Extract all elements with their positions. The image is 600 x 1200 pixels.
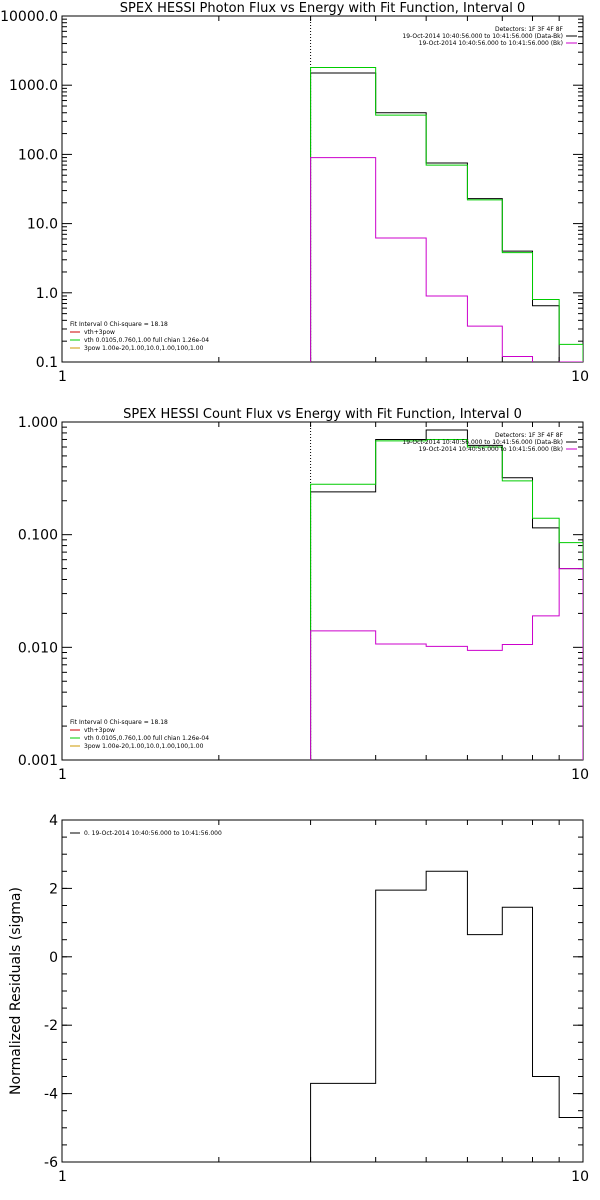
legend-text: vth+3pow	[84, 329, 115, 336]
x-tick-label: 1	[58, 1169, 67, 1185]
y-tick-label: 0.100	[18, 528, 58, 544]
legend-text: 19-Oct-2014 10:40:56.000 to 10:41:56.000…	[402, 33, 563, 40]
x-tick-label: 1	[58, 369, 67, 385]
chart-title: SPEX HESSI Photon Flux vs Energy with Fi…	[120, 1, 526, 16]
legend-text: vth 0.0105,0.760,1.00 full chian 1.26e-0…	[84, 735, 209, 742]
series-line-1	[310, 870, 583, 1162]
legend-top-left: 0. 19-Oct-2014 10:40:56.000 to 10:41:56.…	[70, 830, 222, 837]
panel-3: 1 10 -6 -4 -2 0 2 4 Normalized Residuals (sigma)…	[8, 813, 589, 1185]
legend-text: 19-Oct-2014 10:40:56.000 to 10:41:56.000…	[419, 40, 563, 47]
series-line-3	[310, 568, 583, 760]
legend-text: 0. 19-Oct-2014 10:40:56.000 to 10:41:56.…	[84, 830, 222, 837]
y-tick-label: -4	[44, 1087, 58, 1103]
panel-2: SPEX HESSI Count Flux vs Energy with Fit…	[18, 407, 589, 783]
series-line-1	[310, 429, 583, 760]
y-tick-label: 10000.0	[0, 9, 58, 25]
legend-text: Detectors: 1F 3F 4F 8F	[495, 26, 564, 33]
series-group	[310, 870, 583, 1162]
y-tick-label: -2	[44, 1018, 58, 1034]
legend-text: vth 0.0105,0.760,1.00 full chian 1.26e-0…	[84, 337, 209, 344]
x-tick-label: 1	[58, 767, 67, 783]
legend-text: Fit Interval 0 Chi-square = 18.18	[70, 321, 168, 328]
legend-text: Fit Interval 0 Chi-square = 18.18	[70, 719, 168, 726]
y-tick-label: 4	[49, 813, 58, 829]
y-tick-label: 10.0	[27, 217, 58, 233]
y-tick-label: 1000.0	[9, 78, 58, 94]
legend-bottom-left: Fit Interval 0 Chi-square = 18.18vth+3po…	[70, 719, 209, 750]
series-group	[310, 67, 583, 362]
series-group	[310, 429, 583, 760]
legend-text: 3pow 1.00e-20,1.00,10.0,1.00,100,1.00	[84, 345, 204, 352]
legend-text: vth+3pow	[84, 727, 115, 734]
series-line-1	[310, 72, 583, 362]
y-tick-label: 100.0	[18, 147, 58, 163]
y-tick-label: 0	[49, 950, 58, 966]
y-tick-label: 0.1	[36, 355, 58, 371]
chart-title: SPEX HESSI Count Flux vs Energy with Fit…	[123, 407, 522, 422]
y-tick-label: 2	[49, 881, 58, 897]
legend-text: 19-Oct-2014 10:40:56.000 to 10:41:56.000…	[419, 446, 563, 453]
y-tick-label: 1.000	[18, 415, 58, 431]
series-line-3	[310, 157, 583, 362]
legend-text: 3pow 1.00e-20,1.00,10.0,1.00,100,1.00	[84, 743, 204, 750]
series-line-2	[310, 67, 583, 362]
x-tick-label: 10	[571, 1169, 589, 1185]
y-tick-label: -6	[44, 1155, 58, 1171]
plot-frame	[61, 421, 584, 761]
x-tick-label: 10	[571, 369, 589, 385]
y-tick-label: 1.0	[36, 286, 58, 302]
series-line-2	[310, 438, 583, 760]
plot-frame	[61, 819, 584, 1163]
legend-text: Detectors: 1F 3F 4F 8F	[495, 432, 564, 439]
y-axis-label: Normalized Residuals (sigma)	[8, 887, 24, 1095]
legend-bottom-left: Fit Interval 0 Chi-square = 18.18vth+3po…	[70, 321, 209, 352]
plot-frame	[61, 15, 584, 363]
y-tick-label: 0.001	[18, 753, 58, 769]
panel-1: SPEX HESSI Photon Flux vs Energy with Fi…	[0, 1, 589, 385]
legend-text: 19-Oct-2014 10:40:56.000 to 10:41:56.000…	[402, 439, 563, 446]
y-tick-label: 0.010	[18, 640, 58, 656]
x-tick-label: 10	[571, 767, 589, 783]
